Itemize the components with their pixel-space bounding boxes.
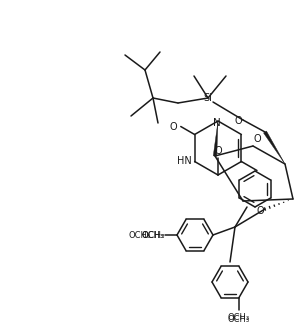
Text: OCH₃: OCH₃	[142, 230, 164, 239]
Text: OCH₃: OCH₃	[141, 230, 165, 239]
Text: HN: HN	[177, 156, 192, 166]
Text: OCH₃: OCH₃	[129, 232, 151, 240]
Text: Si: Si	[204, 93, 212, 103]
Text: OCH₃: OCH₃	[228, 313, 250, 322]
Text: O: O	[256, 206, 264, 216]
Polygon shape	[264, 131, 285, 164]
Text: O: O	[170, 122, 178, 132]
Text: O: O	[234, 116, 242, 126]
Text: N: N	[213, 118, 221, 128]
Text: O: O	[214, 146, 222, 156]
Polygon shape	[213, 121, 218, 156]
Text: O: O	[253, 134, 261, 144]
Text: OCH₃: OCH₃	[228, 315, 250, 324]
